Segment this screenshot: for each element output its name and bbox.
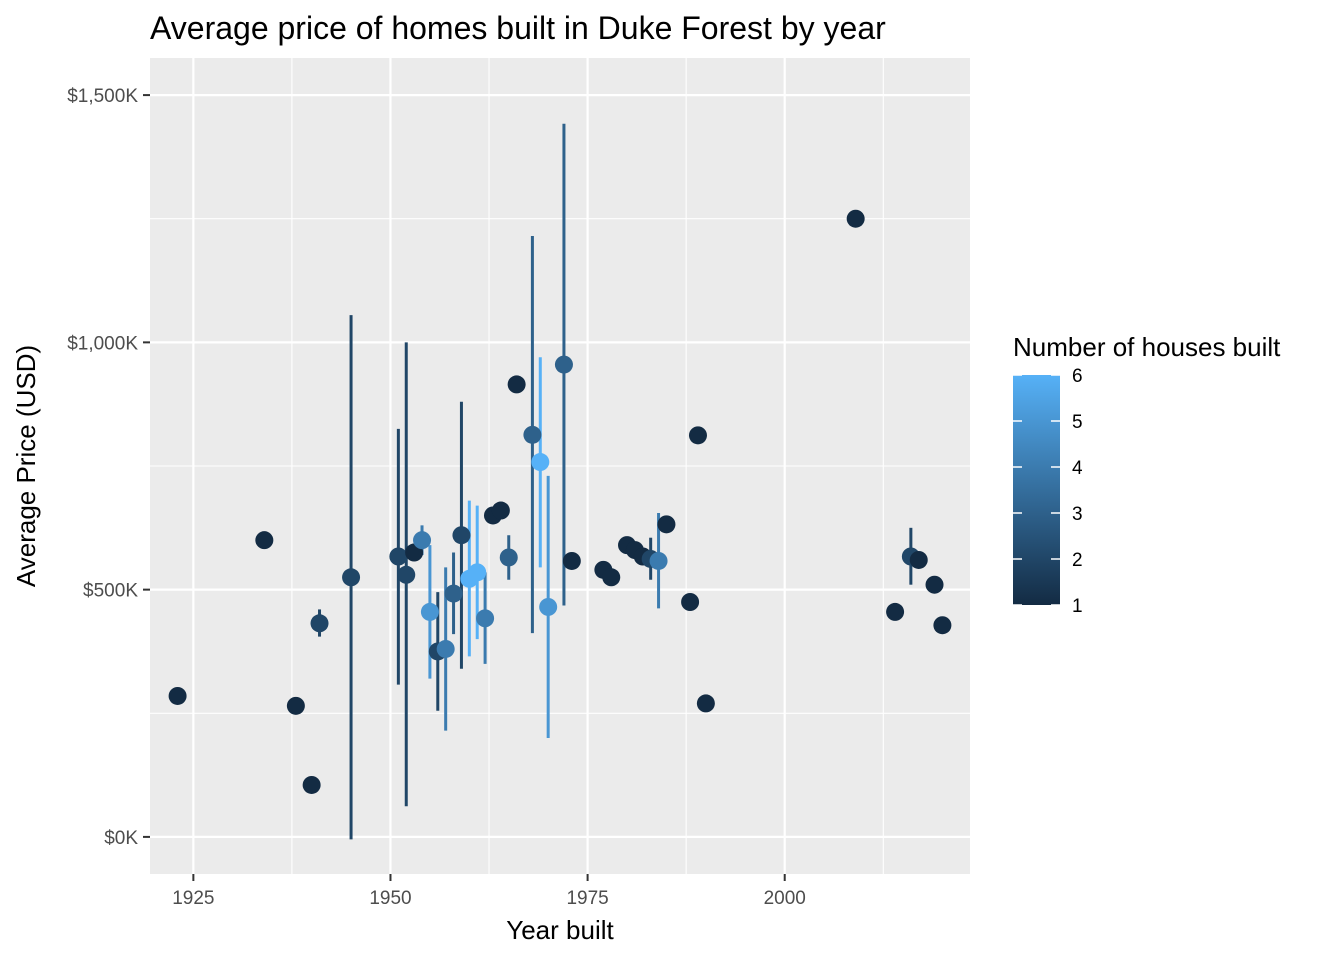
- legend-tick-label: 3: [1072, 504, 1083, 525]
- data-point: [444, 584, 463, 603]
- data-point: [909, 550, 928, 569]
- data-point: [696, 694, 715, 713]
- grid-minor: [150, 58, 970, 874]
- legend-tick-label: 4: [1072, 458, 1083, 479]
- data-point: [302, 775, 321, 794]
- x-tick-label: 1975: [566, 888, 608, 909]
- data-point: [413, 531, 432, 550]
- data-point: [531, 453, 550, 472]
- data-point: [491, 501, 510, 520]
- y-axis-ticks: $0K $500K $1,000K $1,500K: [67, 86, 150, 849]
- data-point: [255, 531, 274, 550]
- y-tick-label: $1,000K: [67, 333, 138, 354]
- points: [168, 209, 952, 794]
- x-tick-label: 1925: [172, 888, 214, 909]
- x-tick-label: 2000: [764, 888, 806, 909]
- data-point: [657, 515, 676, 534]
- legend-tick-label: 6: [1072, 366, 1083, 387]
- legend-tick-label: 2: [1072, 550, 1083, 571]
- y-tick-label: $0K: [104, 828, 138, 849]
- data-point: [562, 551, 581, 570]
- data-point: [397, 565, 416, 584]
- data-point: [468, 563, 487, 582]
- legend: Number of houses built 1 2 3 4 5 6: [1013, 332, 1281, 617]
- data-point: [286, 696, 305, 715]
- data-point: [602, 568, 621, 587]
- x-tick-label: 1950: [369, 888, 411, 909]
- data-point: [436, 639, 455, 658]
- chart-title: Average price of homes built in Duke For…: [150, 10, 886, 46]
- data-point: [681, 593, 700, 611]
- grid-major: [150, 58, 970, 874]
- legend-tick-label: 1: [1072, 596, 1083, 617]
- data-point: [476, 609, 495, 628]
- x-axis-title: Year built: [506, 915, 614, 945]
- data-point: [925, 575, 944, 594]
- data-point: [499, 548, 518, 567]
- data-point: [452, 526, 471, 545]
- data-point: [168, 686, 187, 705]
- data-point: [420, 602, 439, 621]
- x-axis-ticks: 1925 1950 1975 2000: [172, 874, 806, 909]
- data-point: [688, 426, 707, 445]
- legend-title: Number of houses built: [1013, 332, 1281, 362]
- legend-colorbar: [1013, 375, 1060, 605]
- y-axis-title: Average Price (USD): [11, 345, 41, 587]
- data-point: [523, 425, 542, 444]
- data-point: [554, 355, 573, 374]
- data-point: [389, 547, 408, 566]
- y-tick-label: $1,500K: [67, 86, 138, 107]
- legend-ticks: 1 2 3 4 5 6: [1013, 366, 1083, 617]
- legend-tick-label: 5: [1072, 412, 1083, 433]
- data-point: [846, 209, 865, 228]
- data-point: [933, 616, 952, 635]
- data-point: [507, 375, 526, 394]
- data-point: [539, 597, 558, 616]
- y-tick-label: $500K: [83, 581, 138, 602]
- data-point: [310, 614, 329, 633]
- data-point: [342, 568, 361, 587]
- data-point: [649, 551, 668, 570]
- data-point: [886, 602, 905, 621]
